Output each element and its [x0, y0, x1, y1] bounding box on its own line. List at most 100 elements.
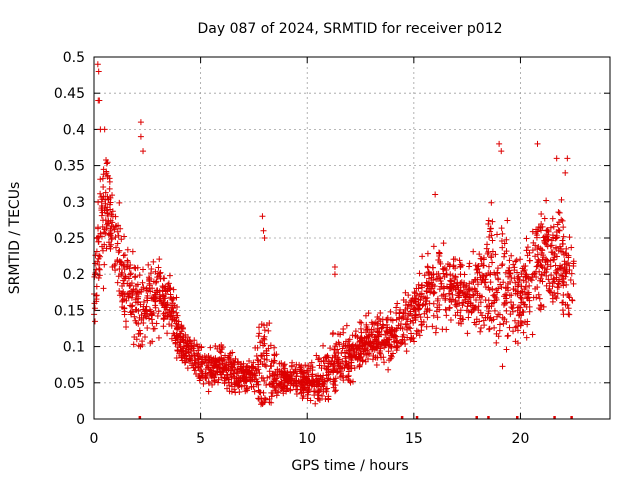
- data-point: [566, 234, 573, 241]
- data-point: [330, 367, 337, 374]
- data-point: [538, 211, 545, 218]
- data-point: [105, 220, 112, 227]
- data-point: [339, 358, 346, 365]
- data-point: [113, 222, 120, 229]
- data-point: [399, 333, 406, 340]
- data-point: [184, 365, 191, 372]
- data-point: [330, 330, 337, 337]
- data-point: [305, 386, 312, 393]
- data-point: [485, 310, 492, 317]
- data-point: [431, 289, 438, 296]
- data-point: [100, 229, 107, 236]
- data-point: [560, 282, 567, 289]
- data-point: [503, 236, 510, 243]
- data-point: [204, 364, 211, 371]
- data-point: [394, 344, 401, 351]
- data-point: [405, 324, 412, 331]
- data-point: [122, 318, 129, 325]
- data-point: [520, 277, 527, 284]
- data-point: [160, 323, 167, 330]
- data-point: [411, 289, 418, 296]
- data-point: [168, 313, 175, 320]
- data-point: [464, 303, 471, 310]
- data-point: [412, 316, 419, 323]
- data-point: [559, 273, 566, 280]
- data-point: [485, 263, 492, 270]
- data-point: [323, 372, 330, 379]
- data-point: [176, 350, 183, 357]
- data-point: [104, 210, 111, 217]
- data-point: [371, 346, 378, 353]
- data-point: [493, 330, 500, 337]
- data-point: [563, 281, 570, 288]
- data-point: [120, 280, 127, 287]
- data-point: [144, 324, 151, 331]
- data-point: [163, 301, 170, 308]
- data-point: [563, 266, 570, 273]
- x-tick-label: 10: [298, 431, 316, 447]
- data-point: [310, 377, 317, 384]
- data-point: [99, 175, 106, 182]
- data-point: [331, 358, 338, 365]
- data-point: [258, 395, 265, 402]
- data-point: [146, 282, 153, 289]
- data-point: [496, 140, 503, 147]
- data-point: [203, 375, 210, 382]
- data-point: [539, 247, 546, 254]
- data-point: [96, 97, 103, 104]
- data-point: [348, 354, 355, 361]
- data-point: [251, 388, 258, 395]
- data-point: [503, 299, 510, 306]
- data-point: [549, 295, 556, 302]
- data-point: [457, 287, 464, 294]
- data-point: [260, 375, 267, 382]
- data-point: [553, 155, 560, 162]
- data-point: [280, 390, 287, 397]
- data-point: [413, 330, 420, 337]
- data-point: [114, 258, 121, 265]
- data-point: [215, 376, 222, 383]
- data-point: [115, 249, 122, 256]
- data-point: [399, 325, 406, 332]
- data-point: [473, 321, 480, 328]
- data-point: [499, 363, 506, 370]
- data-point: [291, 369, 298, 376]
- data-point: [555, 247, 562, 254]
- data-point: [104, 159, 111, 166]
- data-point: [393, 344, 400, 351]
- data-point: [350, 345, 357, 352]
- data-point: [232, 355, 239, 362]
- data-point: [132, 296, 139, 303]
- data-point: [324, 385, 331, 392]
- data-point: [459, 316, 466, 323]
- data-point: [253, 381, 260, 388]
- data-point: [263, 322, 270, 329]
- data-point: [223, 366, 230, 373]
- data-point: [506, 270, 513, 277]
- data-point: [345, 350, 352, 357]
- data-point: [101, 226, 108, 233]
- data-point: [122, 274, 129, 281]
- data-point: [244, 387, 251, 394]
- data-point: [191, 367, 198, 374]
- data-point: [546, 280, 553, 287]
- data-point: [373, 361, 380, 368]
- data-point: [155, 308, 162, 315]
- data-point: [108, 236, 115, 243]
- data-point: [345, 372, 352, 379]
- data-point: [127, 288, 134, 295]
- data-point: [477, 328, 484, 335]
- data-point: [553, 253, 560, 260]
- data-point: [455, 319, 462, 326]
- data-point: [301, 374, 308, 381]
- data-point: [452, 286, 459, 293]
- data-point: [466, 287, 473, 294]
- data-point: [543, 269, 550, 276]
- data-point: [265, 327, 272, 334]
- data-point: [260, 227, 267, 234]
- data-point: [382, 342, 389, 349]
- data-point: [261, 336, 268, 343]
- data-point: [479, 312, 486, 319]
- data-point: [258, 353, 265, 360]
- data-point: [151, 291, 158, 298]
